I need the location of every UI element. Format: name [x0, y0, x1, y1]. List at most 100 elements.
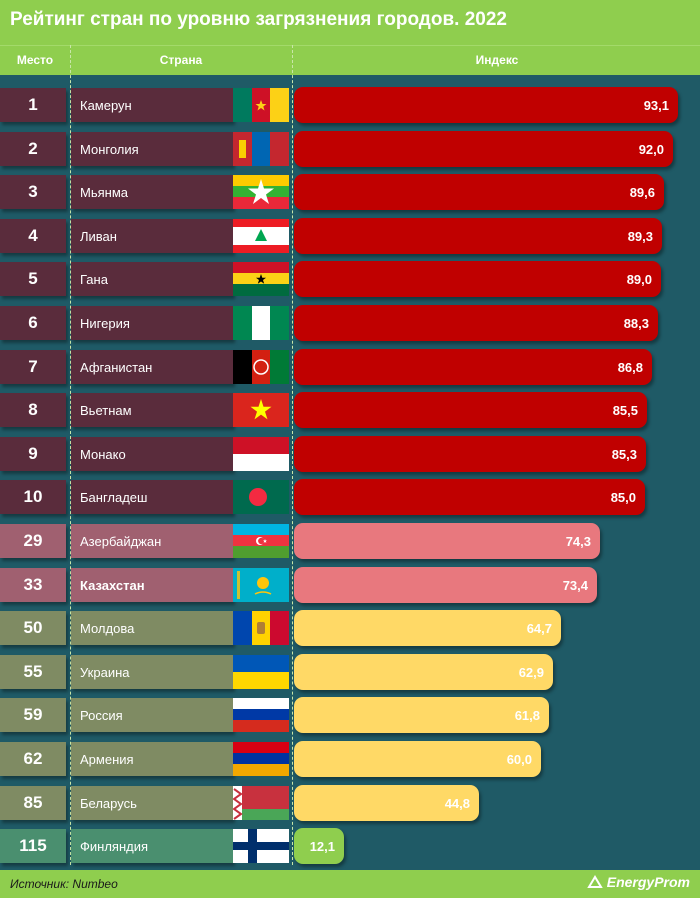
index-bar: 61,8 — [294, 697, 549, 733]
rank-cell: 29 — [0, 524, 66, 558]
country-name: Монголия — [71, 132, 233, 166]
divider-line — [70, 45, 71, 865]
rank-cell: 2 — [0, 132, 66, 166]
rank-cell: 5 — [0, 262, 66, 296]
value-label: 89,0 — [626, 271, 652, 287]
value-label: 88,3 — [623, 315, 649, 331]
country-name: Камерун — [71, 88, 233, 122]
rank-cell: 8 — [0, 393, 66, 427]
lebanon-flag — [233, 219, 289, 253]
country-name: Гана — [71, 262, 233, 296]
afghanistan-flag — [233, 350, 289, 384]
mongolia-flag — [233, 132, 289, 166]
country-name: Ливан — [71, 219, 233, 253]
header-country: Страна — [159, 53, 203, 67]
rank-cell: 9 — [0, 437, 66, 471]
index-bar: 44,8 — [294, 785, 479, 821]
value-label: 74,3 — [565, 533, 591, 549]
country-name: Монако — [71, 437, 233, 471]
header-index: Индекс — [475, 53, 519, 67]
value-label: 60,0 — [506, 751, 532, 767]
index-bar: 85,3 — [294, 436, 646, 472]
value-label: 73,4 — [562, 577, 588, 593]
value-label: 89,3 — [627, 228, 653, 244]
rank-cell: 59 — [0, 698, 66, 732]
index-bar: 88,3 — [294, 305, 658, 341]
value-label: 62,9 — [518, 664, 544, 680]
index-bar: 89,3 — [294, 218, 662, 254]
rank-cell: 6 — [0, 306, 66, 340]
divider-line — [292, 45, 293, 865]
chart-title: Рейтинг стран по уровню загрязнения горо… — [10, 9, 507, 30]
index-bar: 74,3 — [294, 523, 600, 559]
ukraine-flag — [233, 655, 289, 689]
index-bar: 93,1 — [294, 87, 678, 123]
value-label: 44,8 — [444, 795, 470, 811]
column-header-bar — [0, 45, 700, 75]
rank-cell: 1 — [0, 88, 66, 122]
azerbaijan-flag — [233, 524, 289, 558]
index-bar: 89,6 — [294, 174, 664, 210]
rank-cell: 50 — [0, 611, 66, 645]
country-name: Вьетнам — [71, 393, 233, 427]
index-bar: 85,5 — [294, 392, 647, 428]
country-name: Армения — [71, 742, 233, 776]
index-bar: 12,1 — [294, 828, 344, 864]
brand-name: EnergyProm — [606, 874, 690, 890]
myanmar-flag — [233, 175, 289, 209]
country-name: Украина — [71, 655, 233, 689]
rank-cell: 4 — [0, 219, 66, 253]
value-label: 86,8 — [617, 359, 643, 375]
index-bar: 86,8 — [294, 349, 652, 385]
belarus-flag — [233, 786, 289, 820]
monaco-flag — [233, 437, 289, 471]
russia-flag — [233, 698, 289, 732]
index-bar: 60,0 — [294, 741, 541, 777]
value-label: 85,0 — [610, 489, 636, 505]
rank-cell: 85 — [0, 786, 66, 820]
nigeria-flag — [233, 306, 289, 340]
finland-flag — [233, 829, 289, 863]
country-name: Казахстан — [71, 568, 233, 602]
country-name: Беларусь — [71, 786, 233, 820]
rank-cell: 33 — [0, 568, 66, 602]
value-label: 12,1 — [309, 838, 335, 854]
cameroon-flag — [233, 88, 289, 122]
index-bar: 92,0 — [294, 131, 673, 167]
country-name: Финляндия — [71, 829, 233, 863]
rank-cell: 10 — [0, 480, 66, 514]
value-label: 64,7 — [526, 620, 552, 636]
value-label: 61,8 — [514, 707, 540, 723]
index-bar: 85,0 — [294, 479, 645, 515]
footer-bar — [0, 870, 700, 898]
index-bar: 89,0 — [294, 261, 661, 297]
vietnam-flag — [233, 393, 289, 427]
value-label: 92,0 — [638, 141, 664, 157]
brand-icon — [586, 875, 603, 888]
country-name: Молдова — [71, 611, 233, 645]
country-name: Мьянма — [71, 175, 233, 209]
bangladesh-flag — [233, 480, 289, 514]
index-bar: 62,9 — [294, 654, 553, 690]
rank-cell: 55 — [0, 655, 66, 689]
country-name: Афганистан — [71, 350, 233, 384]
moldova-flag — [233, 611, 289, 645]
country-name: Азербайджан — [71, 524, 233, 558]
index-bar: 64,7 — [294, 610, 561, 646]
rank-cell: 3 — [0, 175, 66, 209]
value-label: 93,1 — [643, 97, 669, 113]
rank-cell: 7 — [0, 350, 66, 384]
rank-cell: 115 — [0, 829, 66, 863]
country-name: Нигерия — [71, 306, 233, 340]
ghana-flag — [233, 262, 289, 296]
armenia-flag — [233, 742, 289, 776]
value-label: 85,5 — [612, 402, 638, 418]
value-label: 85,3 — [611, 446, 637, 462]
country-name: Россия — [71, 698, 233, 732]
title-bar — [0, 0, 700, 45]
index-bar: 73,4 — [294, 567, 597, 603]
country-name: Бангладеш — [71, 480, 233, 514]
kazakhstan-flag — [233, 568, 289, 602]
value-label: 89,6 — [629, 184, 655, 200]
